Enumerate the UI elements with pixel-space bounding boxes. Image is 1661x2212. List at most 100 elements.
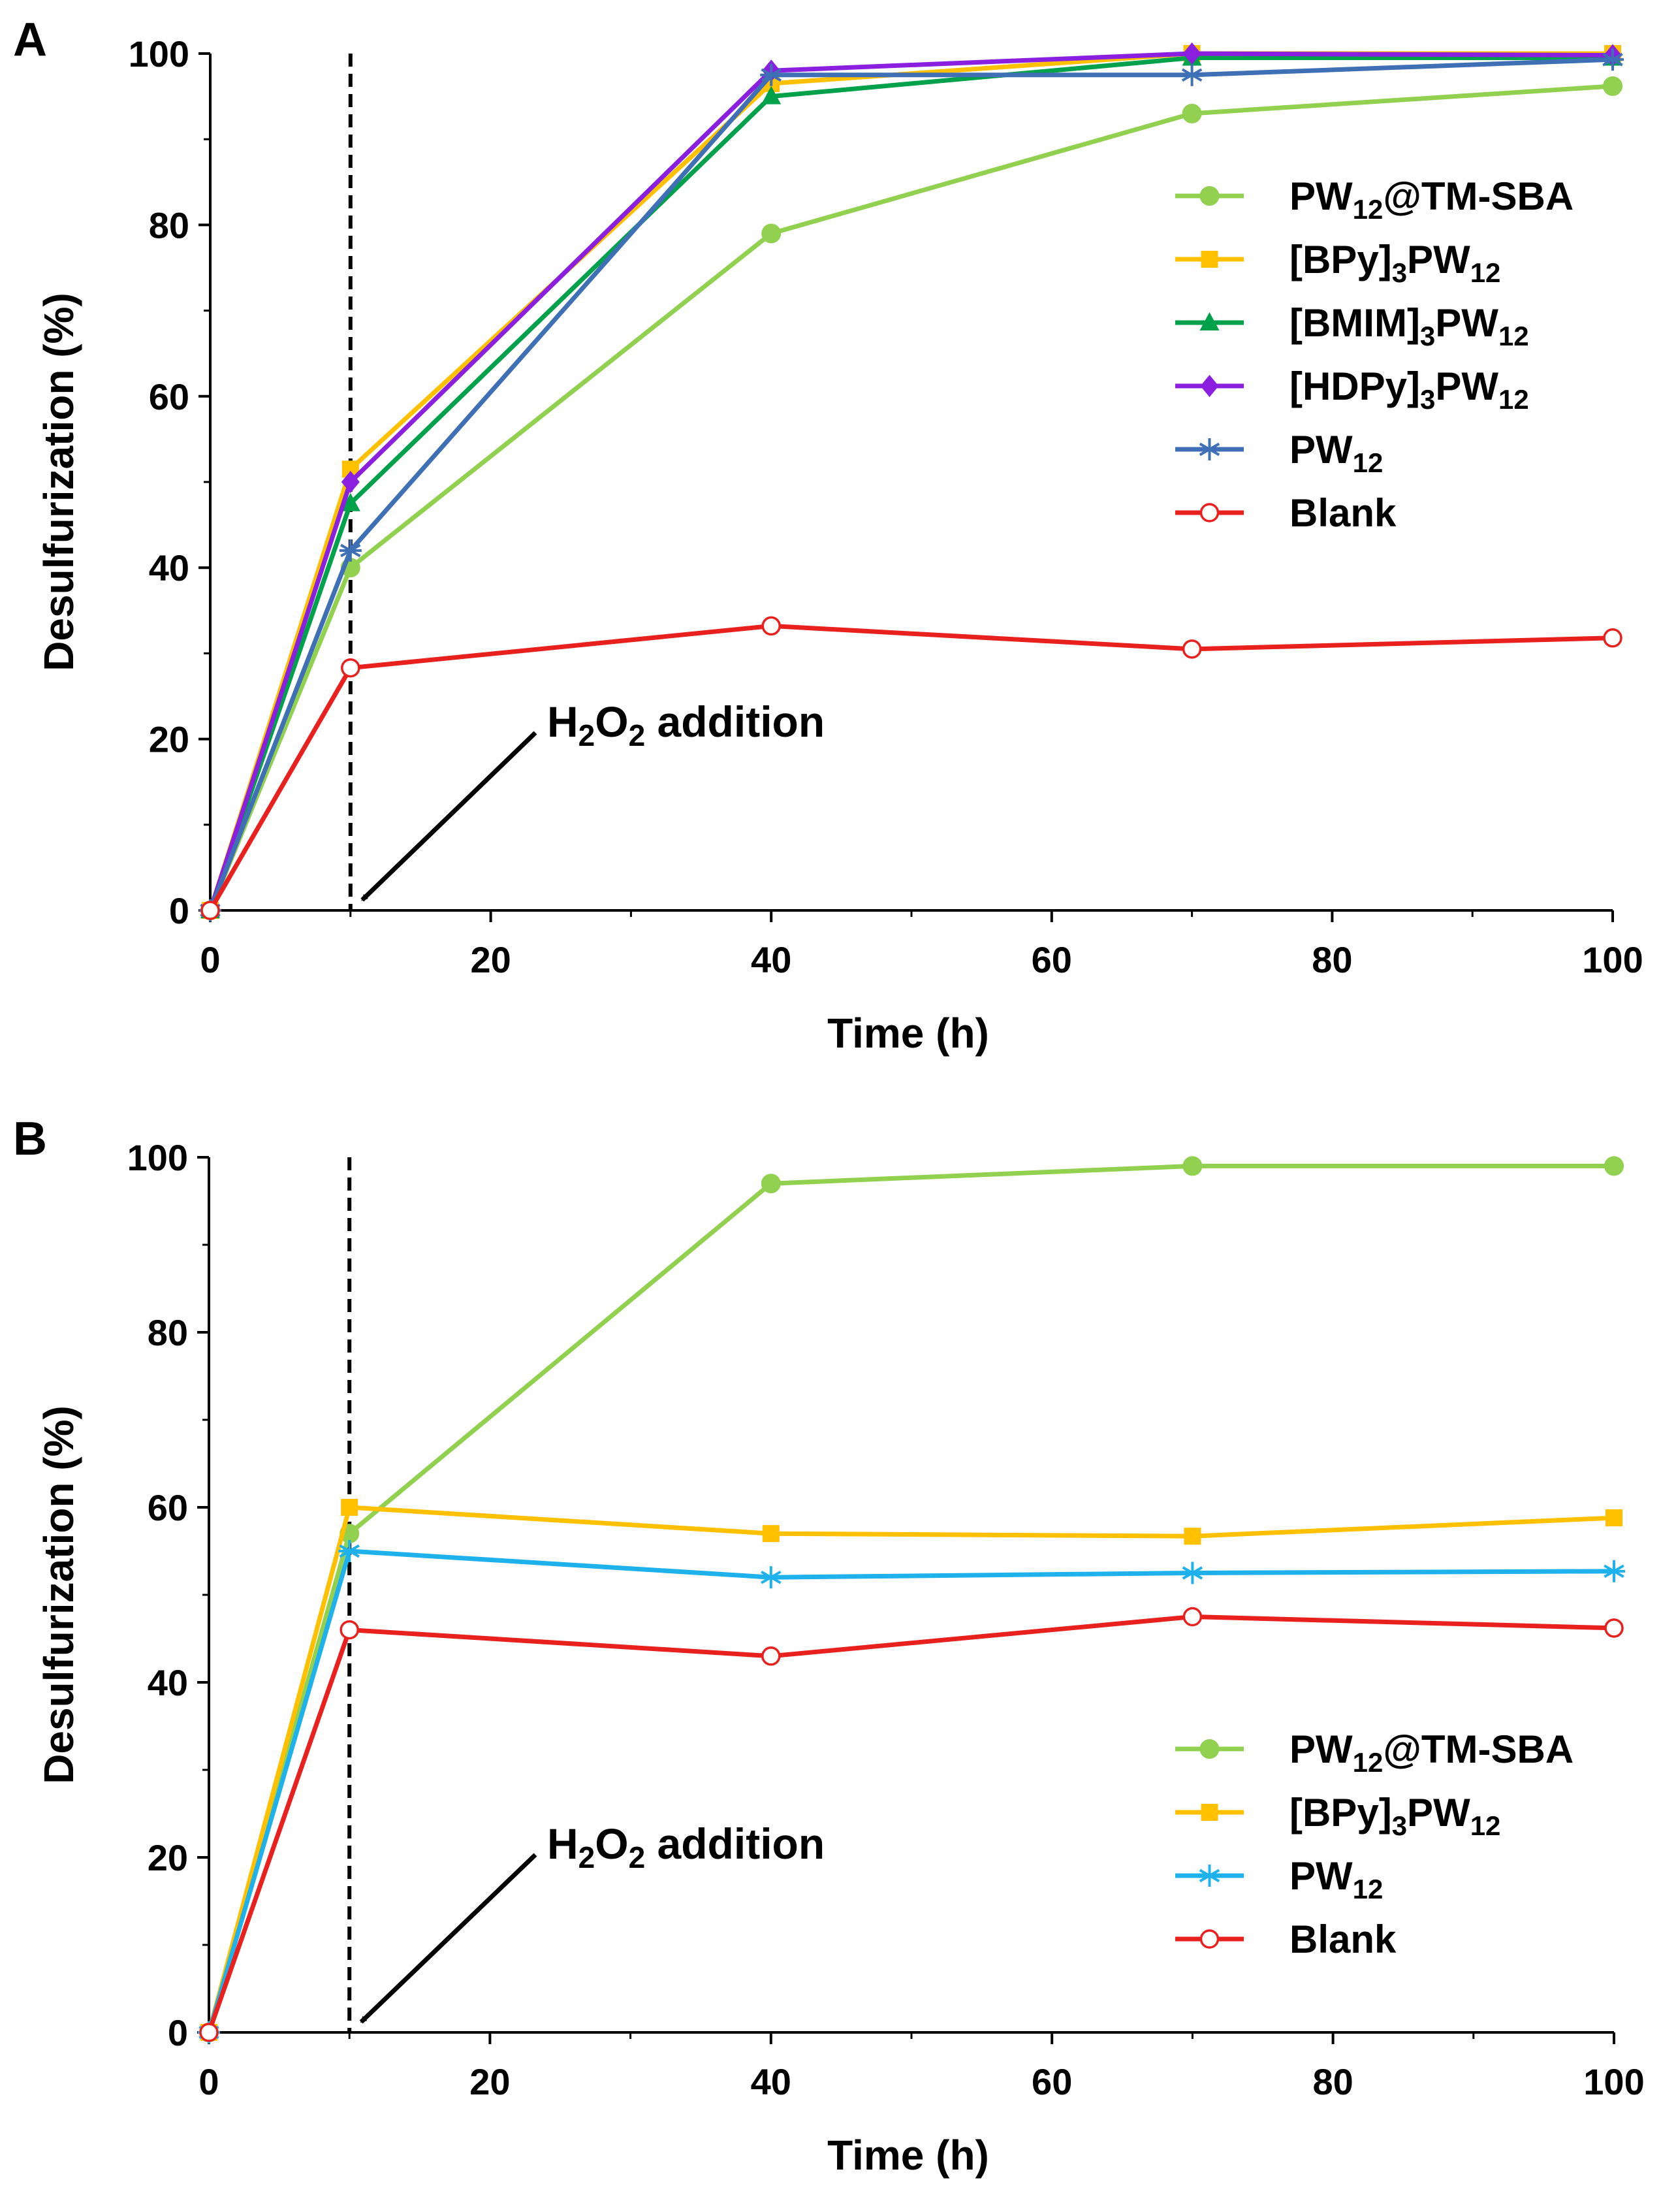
legend-label: PW12@TM-SBA (1289, 1727, 1574, 1778)
data-point (1184, 1528, 1201, 1545)
x-tick-label: 60 (1032, 939, 1072, 980)
y-tick-label: 40 (149, 547, 189, 588)
x-tick-label: 40 (751, 2061, 791, 2102)
legend-marker (1201, 1804, 1218, 1821)
series-Blank (200, 616, 1622, 920)
data-point (200, 901, 220, 920)
legend-label: [BPy]3PW12 (1289, 238, 1500, 288)
legend-item: PW12@TM-SBA (1175, 174, 1574, 225)
data-point (760, 63, 783, 86)
x-tick-label: 100 (1583, 2061, 1644, 2102)
y-tick-label: 100 (129, 33, 189, 74)
data-point (1182, 639, 1202, 659)
legend-label: PW12@TM-SBA (1289, 174, 1574, 225)
legend-item: Blank (1175, 1917, 1397, 1961)
panel-label: A (13, 14, 47, 66)
data-point (340, 492, 360, 511)
y-tick-label: 60 (149, 376, 189, 417)
data-point (199, 2023, 219, 2042)
legend-label: PW12 (1289, 1854, 1383, 1904)
data-point (340, 1620, 359, 1640)
legend-item: [BPy]3PW12 (1175, 1791, 1500, 1841)
legend-label: [BPy]3PW12 (1289, 1791, 1500, 1841)
x-tick-label: 20 (470, 939, 511, 980)
data-point (341, 658, 360, 678)
annotation-arrow (360, 731, 537, 902)
x-axis-title: Time (h) (827, 1010, 989, 1057)
x-tick-label: 60 (1032, 2061, 1072, 2102)
legend-marker (1199, 1739, 1220, 1759)
x-tick-label: 40 (751, 939, 791, 980)
legend-item: Blank (1175, 491, 1397, 535)
legend-marker (1199, 312, 1220, 330)
series-PW12@TM-SBA (199, 1156, 1624, 2042)
series-line (206, 1163, 1614, 2033)
panel-label: B (13, 1113, 47, 1165)
data-point (761, 223, 782, 244)
x-tick-label: 0 (198, 2061, 219, 2102)
data-point (1603, 76, 1622, 96)
y-tick-label: 0 (168, 2012, 188, 2053)
y-tick-label: 0 (169, 890, 189, 931)
legend-item: PW12@TM-SBA (1175, 1727, 1574, 1778)
legend-label: [HDPy]3PW12 (1289, 364, 1529, 415)
legend-item: [HDPy]3PW12 (1175, 364, 1529, 415)
y-tick-label: 40 (148, 1662, 188, 1703)
x-tick-label: 80 (1312, 2061, 1353, 2102)
legend-item: PW12 (1175, 428, 1383, 478)
legend-label: Blank (1289, 491, 1397, 535)
data-point (762, 1525, 780, 1543)
y-tick-label: 20 (149, 719, 189, 760)
panel-a: A 0 20 40 60 80 100 0 20 40 60 80 100 Time (h) Desulfu… (13, 14, 1643, 1057)
data-point (1182, 1607, 1203, 1627)
data-point (341, 471, 360, 493)
legend-marker (1199, 1929, 1220, 1949)
legend-label: PW12 (1289, 428, 1383, 478)
data-point (1602, 48, 1624, 71)
x-tick-label: 20 (469, 2061, 510, 2102)
legend-marker (1198, 438, 1221, 460)
y-tick-label: 60 (148, 1487, 188, 1528)
legend: PW12@TM-SBA [BPy]3PW12 PW12 Blank (1175, 1727, 1574, 1961)
y-tick-label: 80 (149, 204, 189, 246)
data-point (1603, 1560, 1625, 1582)
data-point (1181, 1562, 1204, 1584)
data-point (338, 1540, 361, 1562)
data-point (1604, 1618, 1624, 1638)
data-point (759, 1566, 782, 1589)
data-point (1180, 63, 1203, 86)
data-point (1182, 42, 1201, 65)
legend-marker (1200, 375, 1219, 397)
series-line (208, 623, 1613, 912)
y-axis-title: Desulfurization (%) (35, 1405, 82, 1784)
y-tick-label: 80 (148, 1312, 188, 1353)
data-point (761, 1646, 781, 1666)
legend-item: [BPy]3PW12 (1175, 238, 1500, 288)
legend-marker (1201, 251, 1218, 268)
y-axis-title: Desulfurization (%) (35, 293, 82, 671)
data-point (1182, 103, 1202, 123)
legend-item: [BMIM]3PW12 (1175, 301, 1529, 351)
data-point (761, 616, 781, 636)
legend-item: PW12 (1175, 1854, 1383, 1904)
annotation-text: H2O2 addition (547, 1819, 825, 1874)
annotation-arrow (359, 1853, 537, 2024)
data-point (1603, 628, 1622, 648)
data-point (339, 539, 362, 562)
legend-label: Blank (1289, 1917, 1397, 1961)
data-point (1182, 1156, 1203, 1176)
x-tick-label: 80 (1312, 939, 1352, 980)
panel-b: B 0 20 40 60 80 100 0 20 40 60 80 100 Time (h) Desulfu… (13, 1113, 1645, 2179)
y-tick-label: 20 (148, 1837, 188, 1878)
annotation-text: H2O2 addition (547, 697, 825, 752)
data-point (761, 1174, 781, 1194)
x-tick-label: 100 (1582, 939, 1643, 980)
legend-marker (1198, 1865, 1221, 1887)
legend: PW12@TM-SBA [BPy]3PW12 [BMIM]3PW12 [HDPy]3P… (1175, 174, 1574, 535)
x-tick-label: 0 (200, 939, 220, 980)
data-point (1604, 1156, 1624, 1176)
y-tick-label: 100 (127, 1137, 188, 1178)
legend-marker (1199, 503, 1220, 522)
legend-label: [BMIM]3PW12 (1289, 301, 1529, 351)
